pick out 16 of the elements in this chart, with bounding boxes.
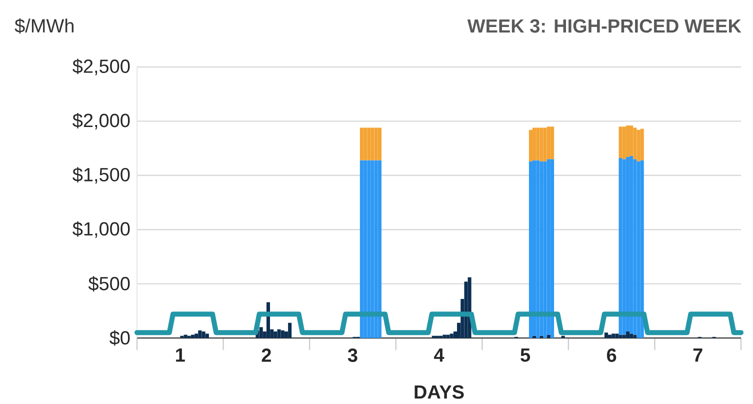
y-tick-label: $0 (110, 330, 130, 346)
y-tick-label: $1,000 (72, 221, 130, 238)
y-tick-label: $500 (88, 276, 130, 292)
x-axis-title: DAYS (414, 385, 464, 399)
x-tick-label: 1 (176, 348, 185, 362)
x-tick-label: 4 (434, 348, 444, 362)
x-tick-label: 6 (606, 348, 616, 362)
x-tick-label: 7 (693, 348, 702, 362)
y-tick-label: $1,500 (72, 167, 130, 184)
x-tick-label: 5 (520, 348, 530, 362)
y-tick-label: $2,500 (72, 58, 130, 76)
x-tick-label: 2 (262, 348, 271, 362)
y-tick-label: $2,000 (72, 112, 130, 130)
y-axis-title: $/MWh (14, 18, 74, 34)
chart-title: WEEK 3: HIGH-PRICED WEEK (467, 19, 742, 33)
x-tick-label: 3 (348, 348, 358, 362)
